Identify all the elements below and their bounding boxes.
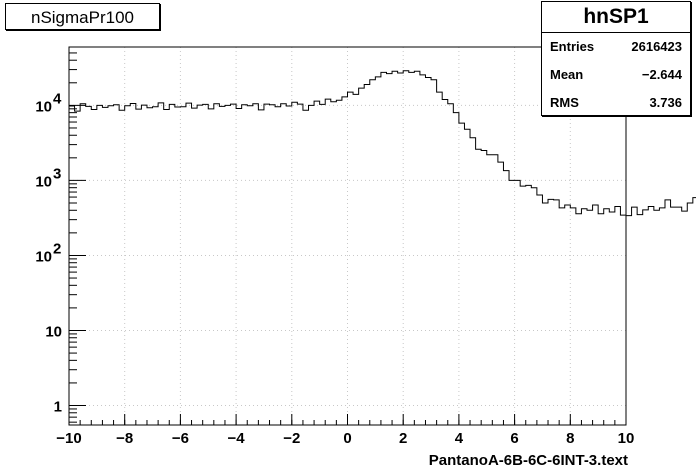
x-tick-label: 6 <box>510 430 518 447</box>
y-tick-label: 10 <box>35 98 52 115</box>
x-tick-label: 10 <box>618 430 635 447</box>
stats-label: Mean <box>550 67 584 82</box>
y-tick-exponent: 2 <box>53 240 61 257</box>
x-tick-label: −6 <box>172 430 189 447</box>
y-tick-label: 1 <box>54 399 62 416</box>
stats-value: −2.644 <box>641 67 682 82</box>
stats-label: RMS <box>550 95 579 110</box>
stats-value: 3.736 <box>649 95 682 110</box>
x-axis-label: PantanoA-6B-6C-6INT-3.text <box>428 452 628 469</box>
x-axis: −10 −8 −6 −4 −2 0 2 4 6 8 10 <box>56 414 634 447</box>
stats-name: hnSP1 <box>542 2 690 33</box>
x-tick-label: 8 <box>566 430 574 447</box>
y-tick-label: 10 <box>45 323 62 340</box>
x-tick-label: −4 <box>228 430 246 447</box>
stats-row-mean: Mean −2.644 <box>542 61 690 89</box>
x-tick-label: −2 <box>283 430 300 447</box>
x-tick-label: 0 <box>343 430 351 447</box>
x-tick-label: −8 <box>116 430 133 447</box>
y-tick-exponent: 3 <box>53 165 61 182</box>
x-tick-label: −10 <box>56 430 81 447</box>
x-tick-label: 4 <box>455 430 464 447</box>
grid-lines <box>69 47 626 425</box>
stats-row-entries: Entries 2616423 <box>542 33 690 61</box>
x-tick-label: 2 <box>399 430 407 447</box>
y-tick-label: 10 <box>35 248 52 265</box>
y-tick-exponent: 4 <box>53 90 62 107</box>
chart-title: nSigmaPr100 <box>5 3 160 30</box>
stats-box: hnSP1 Entries 2616423 Mean −2.644 RMS 3.… <box>541 1 691 116</box>
stats-label: Entries <box>550 39 595 54</box>
stats-value: 2616423 <box>631 39 682 54</box>
stats-row-rms: RMS 3.736 <box>542 89 690 117</box>
y-tick-label: 10 <box>35 173 52 190</box>
histogram-line <box>69 70 696 217</box>
